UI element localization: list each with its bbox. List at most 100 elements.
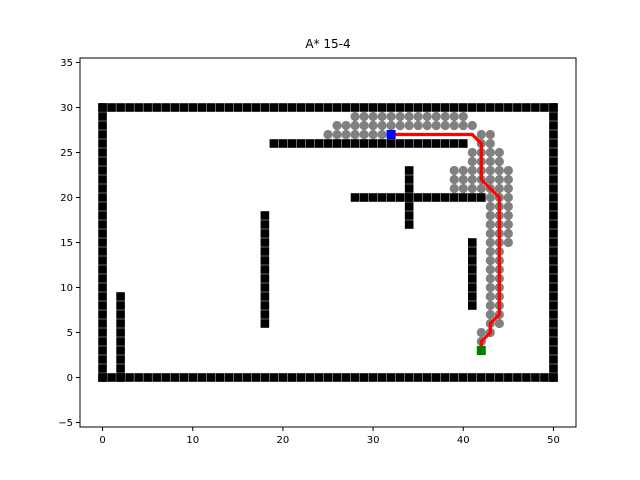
obstacle-cell <box>98 328 107 337</box>
obstacle-cell <box>549 373 558 382</box>
obstacle-cell <box>98 184 107 193</box>
path-layer <box>389 132 501 353</box>
obstacle-cell <box>350 193 360 202</box>
explored-node <box>359 111 369 122</box>
obstacle-cell <box>549 121 558 130</box>
explored-node <box>467 156 477 167</box>
explored-node <box>440 111 450 122</box>
obstacle-cell <box>458 103 468 112</box>
explored-node <box>341 129 351 140</box>
explored-node <box>350 111 360 122</box>
obstacle-cell <box>549 229 558 238</box>
obstacle-cell <box>549 157 558 166</box>
obstacle-cell <box>296 103 306 112</box>
y-tick-label: 0 <box>67 373 73 384</box>
obstacle-cell <box>287 139 297 148</box>
obstacle-cell <box>116 319 125 328</box>
explored-node <box>467 120 477 131</box>
explored-node <box>395 120 405 131</box>
explored-node <box>458 120 468 131</box>
chart-title: A* 15-4 <box>305 37 350 51</box>
explored-node <box>467 174 477 185</box>
obstacle-cell <box>125 373 134 382</box>
obstacle-cell <box>260 310 270 319</box>
obstacle-cell <box>522 373 531 382</box>
explored-node <box>458 183 468 194</box>
obstacle-cell <box>251 103 261 112</box>
obstacle-cell <box>422 193 432 202</box>
obstacle-cell <box>332 373 342 382</box>
y-tick-label: 25 <box>60 148 73 159</box>
explored-node <box>494 318 504 329</box>
obstacle-cell <box>413 193 423 202</box>
obstacle-cell <box>170 103 179 112</box>
obstacle-cell <box>305 139 315 148</box>
obstacle-cell <box>549 166 558 175</box>
obstacle-cell <box>350 103 360 112</box>
obstacle-cell <box>98 337 107 346</box>
obstacle-cell <box>413 139 423 148</box>
obstacle-cell <box>467 373 477 382</box>
obstacle-cell <box>260 103 270 112</box>
obstacle-cell <box>134 373 143 382</box>
explored-node <box>422 111 432 122</box>
obstacle-cell <box>467 238 477 247</box>
obstacle-cell <box>206 103 216 112</box>
obstacle-cell <box>116 337 125 346</box>
explored-node <box>494 147 504 158</box>
obstacle-cell <box>224 103 234 112</box>
y-tick-label: 5 <box>67 328 73 339</box>
obstacle-cell <box>296 139 306 148</box>
obstacle-cell <box>224 373 234 382</box>
obstacle-cell <box>116 328 125 337</box>
obstacle-cell <box>549 328 558 337</box>
x-tick-label: 30 <box>367 435 380 446</box>
obstacle-cell <box>341 103 351 112</box>
obstacle-cell <box>260 292 270 301</box>
goal-marker <box>476 346 486 355</box>
obstacle-cell <box>549 148 558 157</box>
explored-node <box>503 165 513 176</box>
explored-node <box>350 120 360 131</box>
obstacle-cell <box>377 103 387 112</box>
obstacle-cell <box>467 193 477 202</box>
explored-node <box>467 183 477 194</box>
obstacle-cell <box>98 301 107 310</box>
obstacle-cell <box>477 193 486 202</box>
obstacle-cell <box>269 373 279 382</box>
obstacle-cell <box>314 139 324 148</box>
obstacle-cell <box>549 337 558 346</box>
obstacle-cell <box>107 373 116 382</box>
obstacle-cell <box>513 103 522 112</box>
obstacle-cell <box>305 373 315 382</box>
explored-node <box>485 165 495 176</box>
obstacle-cell <box>467 301 477 310</box>
obstacle-cell <box>368 139 378 148</box>
explored-node <box>377 120 387 131</box>
obstacle-cell <box>404 193 414 202</box>
explored-node <box>476 183 486 194</box>
explored-node <box>485 192 495 203</box>
obstacle-cell <box>549 274 558 283</box>
obstacle-cell <box>314 373 324 382</box>
obstacle-cell <box>467 103 477 112</box>
obstacle-cell <box>549 238 558 247</box>
obstacle-cell <box>549 247 558 256</box>
obstacle-cell <box>549 301 558 310</box>
obstacle-cell <box>522 103 531 112</box>
obstacle-cell <box>242 373 252 382</box>
obstacle-cell <box>549 364 558 373</box>
obstacle-cell <box>440 103 450 112</box>
obstacle-cell <box>440 373 450 382</box>
explored-node <box>323 129 333 140</box>
obstacle-cell <box>98 130 107 139</box>
explored-node <box>503 237 513 248</box>
obstacle-cell <box>215 373 225 382</box>
obstacle-cell <box>161 373 170 382</box>
obstacle-cell <box>368 103 378 112</box>
obstacle-cell <box>278 373 288 382</box>
obstacle-cell <box>98 175 107 184</box>
obstacle-cell <box>116 364 125 373</box>
obstacle-cell <box>98 148 107 157</box>
